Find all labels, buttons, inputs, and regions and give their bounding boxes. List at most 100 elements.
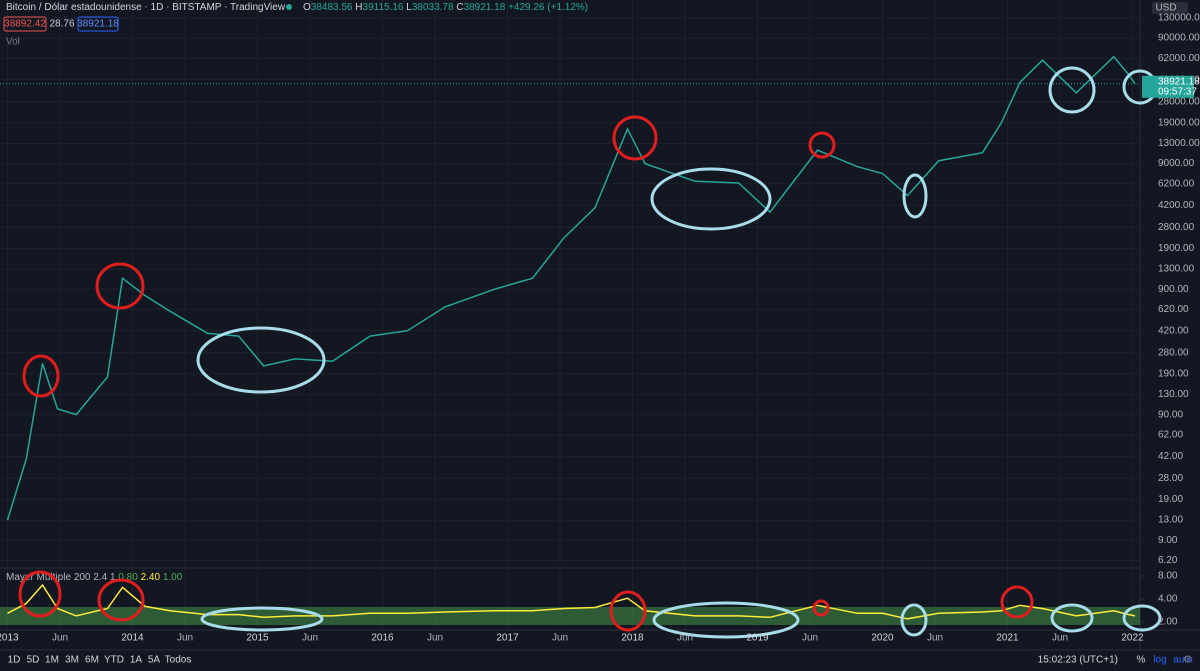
countdown: 09:57:37 [1158, 86, 1197, 97]
indicator-legend: Mayer Multiple 200 2.4 1 0.80 2.40 1.00 [6, 572, 183, 583]
blue-ellipse [1122, 604, 1162, 632]
price-line [6, 55, 1136, 521]
change: +429.26 (+1.12%) [508, 2, 588, 13]
marks [0, 55, 1140, 620]
level: 2.40 [141, 572, 161, 583]
level: 0.80 [118, 572, 138, 583]
currency[interactable]: USD [1155, 3, 1176, 14]
range-button[interactable]: YTD [104, 655, 124, 666]
range-button[interactable]: 1A [130, 655, 143, 666]
bid-box[interactable] [3, 16, 47, 32]
y-tick-label: 190.00 [1158, 369, 1189, 380]
y-tick-label: 130.00 [1158, 389, 1189, 400]
blue-ellipse [900, 603, 928, 637]
ohlc-value: 38033.78 [412, 2, 454, 13]
ohlc-value: 39115.16 [363, 2, 404, 13]
x-tick-label: 2015 [246, 633, 269, 644]
status-dot [286, 4, 292, 10]
y-tick-label: 19000.00 [1158, 118, 1200, 129]
scale-option[interactable]: log [1153, 655, 1166, 666]
y-tick-label: 9.00 [1158, 535, 1178, 546]
ohlc-value: 38483.56 [311, 2, 353, 13]
x-tick-label: Jun [677, 633, 693, 644]
y-tick-label: 420.00 [1158, 325, 1189, 336]
y-tick-label: 2800.00 [1158, 222, 1195, 233]
y-tick-label: 13.00 [1158, 515, 1183, 526]
x-tick-label: 2014 [121, 633, 144, 644]
y-tick-label: 90.00 [1158, 409, 1183, 420]
y-tick-label: 620.00 [1158, 304, 1189, 315]
y-tick-label: 13000.00 [1158, 138, 1200, 149]
ohlc-key: C [456, 2, 463, 13]
y-tick-label: 28000.00 [1158, 96, 1200, 107]
range-button[interactable]: 1M [45, 655, 59, 666]
x-tick-label: Jun [177, 633, 193, 644]
currency-box[interactable] [1152, 2, 1188, 14]
blue-ellipse [200, 606, 324, 632]
x-tick-label: 2022 [1121, 633, 1144, 644]
ohlc-value: 38921.18 [464, 2, 506, 13]
symbol: Bitcoin / Dólar estadounidense [6, 2, 142, 13]
indicator-title: Mayer Multiple [6, 572, 71, 583]
y-tick-label: 1900.00 [1158, 243, 1195, 254]
x-tick-label: 2018 [621, 633, 644, 644]
scale-option[interactable]: auto [1173, 655, 1193, 666]
y-tick-label: 900.00 [1158, 284, 1189, 295]
interval: 1D [151, 2, 164, 13]
blue-ellipse [1048, 66, 1096, 114]
x-tick-label: 2016 [371, 633, 394, 644]
range-button[interactable]: 5A [148, 655, 161, 666]
scale-option[interactable]: % [1137, 655, 1146, 666]
range-button[interactable]: Todos [165, 655, 192, 666]
x-tick-label: 2013 [0, 633, 19, 644]
axis-labels: 2013 Jun 2014 Jun 2015 Jun 2016 Jun 2017 Jun 2018 J… [0, 13, 1200, 644]
y-tick-label: 28.00 [1158, 473, 1183, 484]
y-tick-label: 9000.00 [1158, 158, 1195, 169]
y-tick-label: 6.20 [1158, 555, 1178, 566]
range-button[interactable]: 3M [65, 655, 79, 666]
x-tick-label: Jun [427, 633, 443, 644]
red-circle [808, 131, 836, 159]
exchange: BITSTAMP [172, 2, 222, 13]
blue-ellipse [1050, 603, 1094, 633]
range-button[interactable]: 1D [8, 655, 21, 666]
red-circle [812, 599, 830, 617]
ohlc-key: H [355, 2, 362, 13]
range-button[interactable]: 5D [27, 655, 40, 666]
y-tick-label: 90000.00 [1158, 33, 1200, 44]
blue-ellipse [652, 601, 800, 639]
y-tick-label: 62.00 [1158, 430, 1183, 441]
mayer-band [0, 607, 1140, 625]
red-circle [22, 354, 60, 398]
clock: 15:02:23 (UTC+1) [1038, 655, 1118, 666]
grid [0, 0, 1144, 630]
y-tick-label: 4200.00 [1158, 200, 1195, 211]
ohlc-key: O [303, 2, 311, 13]
y-tick-label: 42.00 [1158, 451, 1183, 462]
ask[interactable]: 38921.18 [77, 19, 119, 30]
y-tick-label: 2.00 [1158, 617, 1178, 628]
y-tick-label: 8.00 [1158, 571, 1178, 582]
range-button[interactable]: 6M [85, 655, 99, 666]
indicator-params: 200 2.4 1 [74, 572, 116, 583]
x-tick-label: Jun [927, 633, 943, 644]
y-tick-label: 1300.00 [1158, 264, 1195, 275]
blue-ellipse [650, 167, 772, 231]
x-tick-label: Jun [552, 633, 568, 644]
x-tick-label: Jun [802, 633, 818, 644]
level: 1.00 [163, 572, 183, 583]
y-tick-label: 130000.00 [1158, 13, 1200, 24]
mayer-line [7, 583, 1136, 620]
settings-icon[interactable]: ⚙ [1183, 655, 1192, 666]
blue-ellipse [196, 326, 326, 394]
x-tick-label: Jun [1052, 633, 1068, 644]
last-price-box [1142, 75, 1194, 98]
bid[interactable]: 38892.42 [4, 19, 46, 30]
ask-box[interactable] [77, 16, 119, 32]
x-tick-label: 2017 [496, 633, 519, 644]
x-tick-label: Jun [302, 633, 318, 644]
y-tick-label: 62000.00 [1158, 53, 1200, 64]
y-tick-label: 6200.00 [1158, 179, 1195, 190]
